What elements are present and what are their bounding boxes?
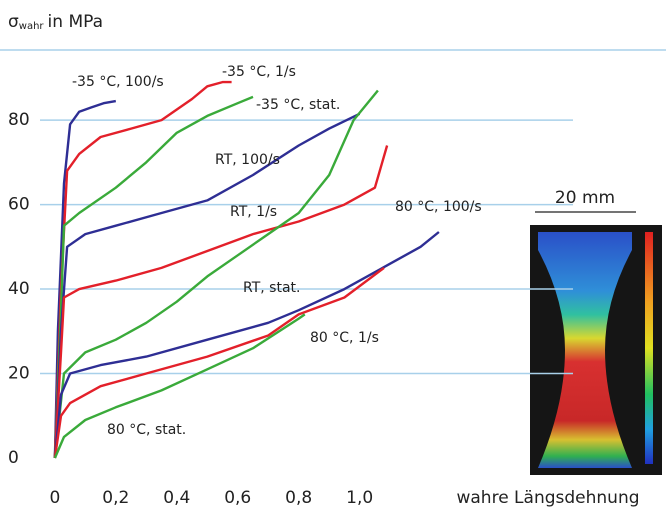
specimen: [538, 232, 632, 468]
scale-label: 20 mm: [555, 188, 615, 208]
y-tick-label: 40: [8, 279, 30, 299]
series-line: [53, 80, 232, 459]
series-label: 80 °C, 100/s: [395, 199, 482, 215]
y-tick-label: 80: [8, 110, 30, 130]
series-label: 80 °C, 1/s: [310, 330, 379, 346]
x-tick-label: 1,0: [346, 488, 373, 508]
y-label-symbol: σ: [8, 12, 19, 32]
series-label: RT, 1/s: [230, 204, 277, 220]
series-line: [53, 112, 361, 459]
y-label-sub: wahr: [19, 21, 45, 32]
series-line: [53, 231, 440, 459]
x-axis-label: wahre Längsdehnung: [456, 488, 639, 508]
series-line: [53, 95, 254, 459]
series-line: [53, 266, 385, 459]
series-label: RT, stat.: [243, 280, 300, 296]
y-tick-label: 0: [8, 448, 19, 468]
series-line: [53, 313, 306, 459]
color-bar: [645, 232, 653, 464]
series-line: [53, 145, 389, 459]
series-line: [53, 99, 117, 459]
y-tick-label: 20: [8, 364, 30, 384]
series-label: RT, 100/s: [215, 152, 280, 168]
x-tick-label: 0: [49, 488, 60, 508]
x-tick-label: 0,4: [163, 488, 190, 508]
x-tick-label: 0,8: [285, 488, 312, 508]
series-label: -35 °C, 1/s: [222, 64, 296, 80]
x-tick-label: 0,2: [102, 488, 129, 508]
series-label: -35 °C, 100/s: [72, 74, 164, 90]
y-label-unit: in MPa: [48, 12, 103, 32]
y-axis-label: σwahr in MPa: [8, 12, 103, 32]
x-tick-label: 0,6: [224, 488, 251, 508]
y-tick-label: 60: [8, 195, 30, 215]
series-line: [53, 89, 379, 459]
series-label: -35 °C, stat.: [256, 97, 340, 113]
series-label: 80 °C, stat.: [107, 422, 186, 438]
